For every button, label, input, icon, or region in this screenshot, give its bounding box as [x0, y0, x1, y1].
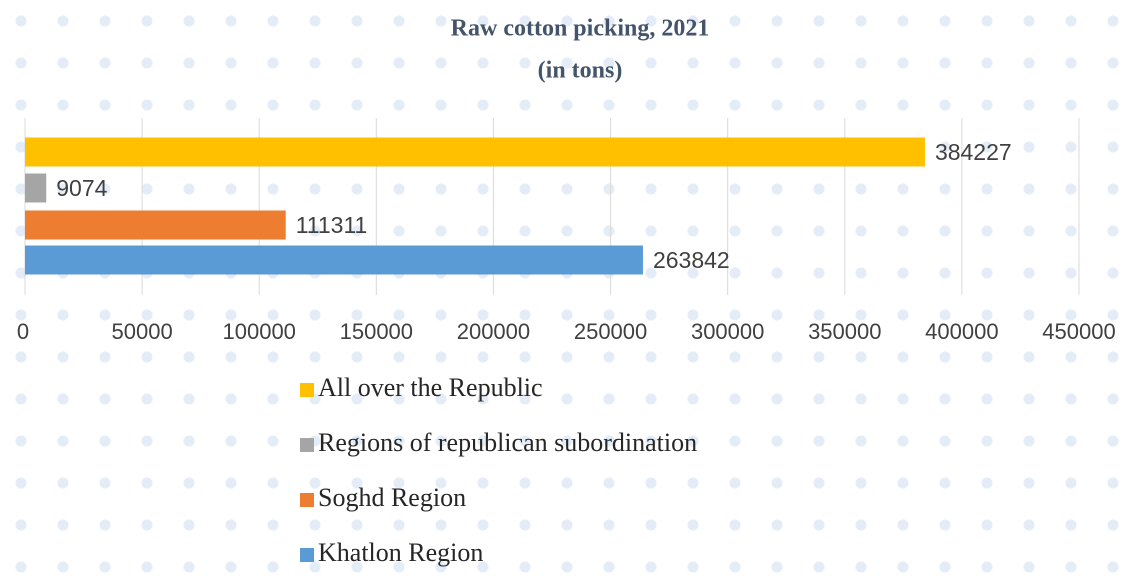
x-tick-label: 350000 — [808, 319, 881, 344]
value-label: 263842 — [653, 247, 730, 273]
legend-swatch — [300, 493, 314, 507]
value-label: 384227 — [935, 139, 1012, 165]
x-tick-label: 100000 — [223, 319, 296, 344]
legend-swatch — [300, 438, 314, 452]
value-label: 9074 — [56, 175, 107, 201]
x-tick-label: 200000 — [457, 319, 530, 344]
bar — [25, 245, 643, 275]
x-tick-label: 0 — [17, 319, 29, 344]
legend-label: Khatlon Region — [318, 538, 483, 567]
bar — [25, 137, 925, 167]
legend-label: Regions of republican subordination — [318, 428, 697, 457]
x-tick-label: 400000 — [925, 319, 998, 344]
chart-subtitle: (in tons) — [538, 58, 623, 84]
x-tick-label: 250000 — [574, 319, 647, 344]
chart-title: Raw cotton picking, 2021 — [451, 16, 710, 42]
bar — [25, 173, 47, 203]
legend-label: All over the Republic — [318, 373, 543, 402]
x-tick-label: 450000 — [1042, 319, 1115, 344]
x-tick-label: 300000 — [691, 319, 764, 344]
x-tick-label: 50000 — [112, 319, 173, 344]
value-label: 111311 — [296, 212, 368, 238]
legend-label: Soghd Region — [318, 483, 466, 512]
bar — [25, 210, 286, 240]
legend-swatch — [300, 383, 314, 397]
x-tick-label: 150000 — [340, 319, 413, 344]
legend-swatch — [300, 548, 314, 562]
